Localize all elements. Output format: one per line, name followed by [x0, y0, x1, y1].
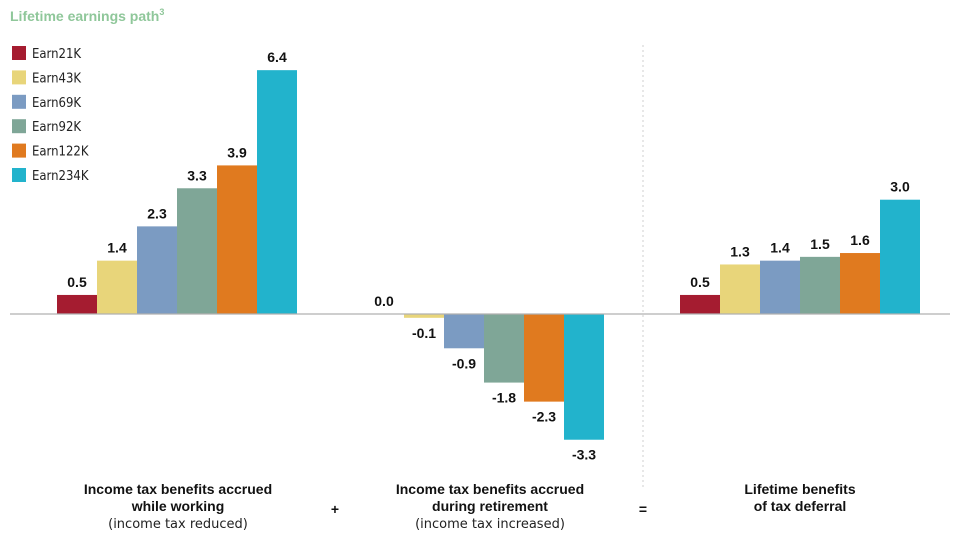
bar-group3-earn21k	[680, 294, 720, 314]
group-title-3-line-1: Lifetime benefits	[744, 481, 855, 497]
legend-label-earn69k: Earn69K	[32, 96, 81, 111]
bar-group3-earn234k	[880, 199, 920, 314]
bar-group1-earn21k	[57, 294, 97, 314]
value-label-group3-earn43k: 1.3	[730, 243, 750, 259]
group-title-2-line-1: Income tax benefits accrued	[396, 481, 584, 497]
legend-label-earn92k: Earn92K	[32, 120, 81, 135]
bar-group2-earn92k	[484, 314, 524, 383]
bar-group1-earn234k	[257, 70, 297, 314]
bar-group2-earn122k	[524, 314, 564, 402]
legend-swatch-earn43k	[12, 70, 26, 85]
bar-group3-earn122k	[840, 253, 880, 314]
value-label-group2-earn21k: 0.0	[374, 293, 394, 309]
legend-label-earn122k: Earn122K	[32, 145, 89, 160]
legend-label-earn21k: Earn21K	[32, 47, 81, 62]
group-title-1-line-2: while working	[131, 498, 225, 514]
value-label-group2-earn92k: -1.8	[492, 390, 516, 406]
group-subtitle-2: (income tax increased)	[415, 517, 565, 532]
bar-group1-earn92k	[177, 188, 217, 314]
value-label-group3-earn21k: 0.5	[690, 274, 710, 290]
legend-swatch-earn92k	[12, 119, 26, 134]
bar-group3-earn92k	[800, 256, 840, 314]
value-label-group1-earn43k: 1.4	[107, 240, 127, 256]
bar-group1-earn122k	[217, 165, 257, 314]
group-subtitle-1: (income tax reduced)	[108, 517, 248, 532]
group-title-1-line-1: Income tax benefits accrued	[84, 481, 272, 497]
legend-swatch-earn122k	[12, 143, 26, 158]
legend: Lifetime earnings path3 Earn21KEarn43KEa…	[10, 7, 164, 184]
bar-group1-earn43k	[97, 260, 137, 314]
bar-group2-earn69k	[444, 314, 484, 349]
value-label-group2-earn122k: -2.3	[532, 409, 556, 425]
legend-label-earn43k: Earn43K	[32, 71, 81, 86]
value-label-group3-earn122k: 1.6	[850, 232, 870, 248]
value-label-group2-earn43k: -0.1	[412, 325, 436, 341]
plus-operator: +	[331, 501, 339, 517]
bar-group3-earn69k	[760, 260, 800, 314]
legend-swatch-earn69k	[12, 94, 26, 109]
value-label-group3-earn69k: 1.4	[770, 240, 790, 256]
bars	[57, 70, 920, 440]
value-label-group1-earn21k: 0.5	[67, 274, 87, 290]
bar-group2-earn234k	[564, 314, 604, 440]
legend-title: Lifetime earnings path3	[10, 7, 164, 24]
bar-group2-earn43k	[404, 314, 444, 318]
value-label-group3-earn234k: 3.0	[890, 179, 910, 195]
value-label-group3-earn92k: 1.5	[810, 236, 830, 252]
value-labels: 0.5 0.0 0.5 1.4 -0.1 1.3 2.3 -0.9 1.4 3.3 -1.8 1.5 3…	[67, 49, 910, 463]
value-label-group2-earn69k: -0.9	[452, 355, 476, 371]
bar-group3-earn43k	[720, 264, 760, 314]
legend-label-earn234k: Earn234K	[32, 169, 89, 184]
value-label-group1-earn69k: 2.3	[147, 205, 167, 221]
legend-swatch-earn21k	[12, 46, 26, 60]
equals-operator: =	[639, 501, 647, 517]
legend-swatch-earn234k	[12, 168, 26, 182]
group-title-2-line-2: during retirement	[432, 498, 548, 514]
bar-group1-earn69k	[137, 226, 177, 314]
legend-title-superscript: 3	[159, 7, 164, 17]
value-label-group2-earn234k: -3.3	[572, 447, 596, 463]
value-label-group1-earn122k: 3.9	[227, 144, 247, 160]
legend-items: Earn21K Earn43K Earn69K Earn92K Earn122K Earn…	[12, 46, 89, 184]
legend-title-text: Lifetime earnings path	[10, 8, 159, 24]
value-label-group1-earn234k: 6.4	[267, 49, 287, 65]
value-label-group1-earn92k: 3.3	[187, 167, 207, 183]
operators: + =	[331, 501, 647, 517]
group-title-3-line-2: of tax deferral	[754, 498, 847, 514]
